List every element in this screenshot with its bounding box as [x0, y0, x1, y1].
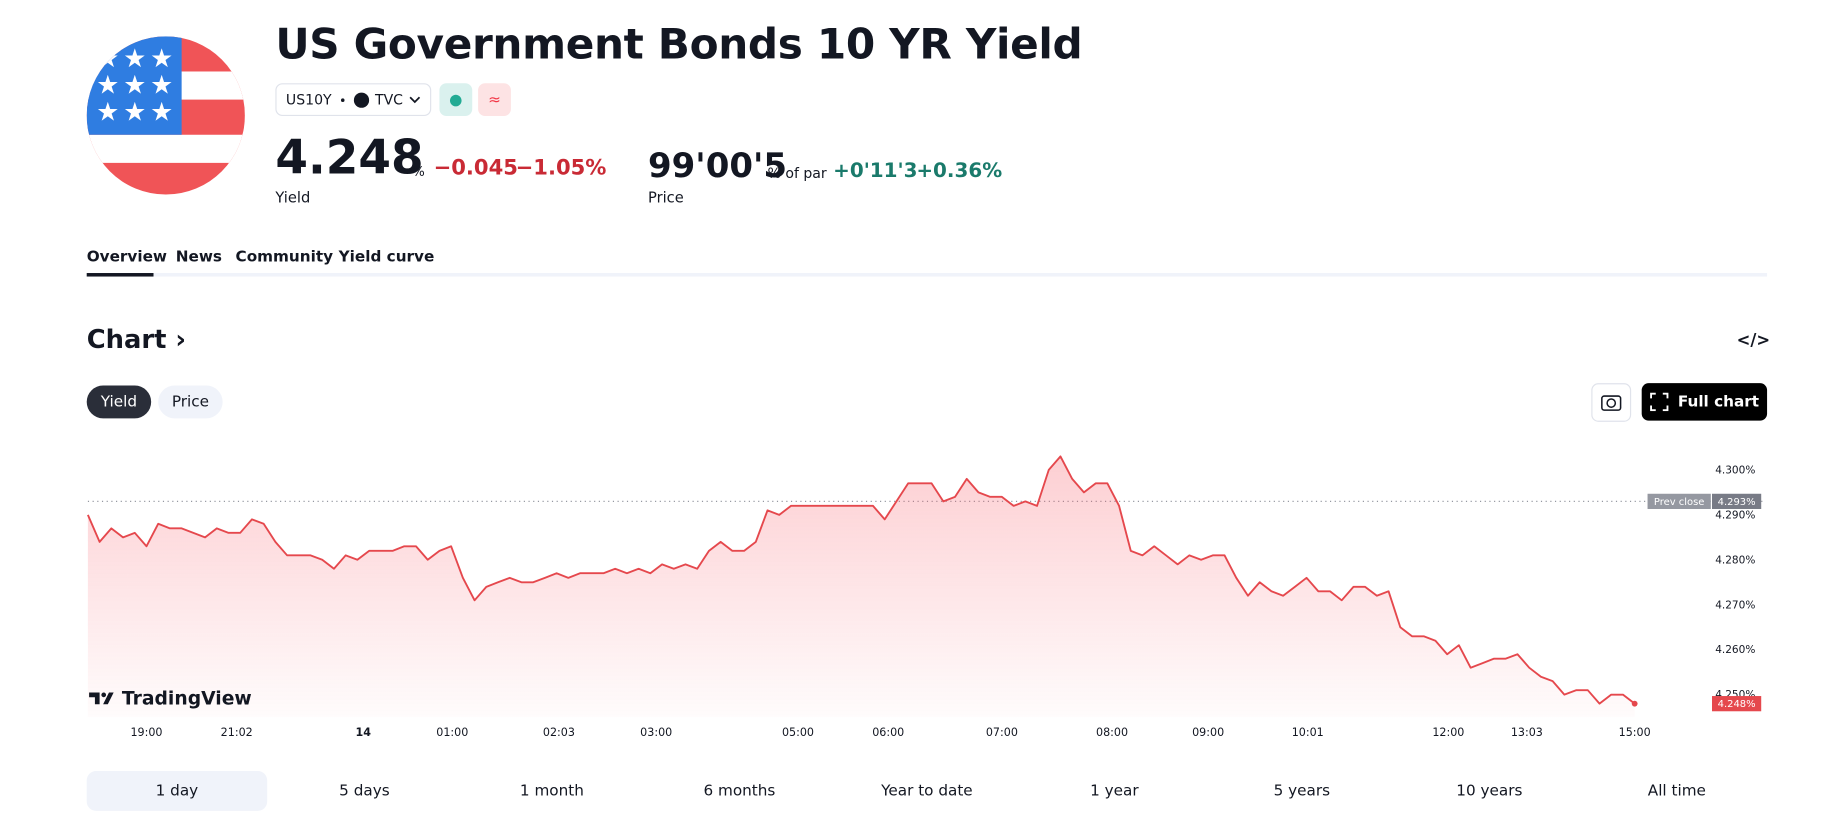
market-open-badge[interactable]: ●: [439, 83, 473, 117]
x-tick-label: 03:00: [640, 726, 672, 739]
chevron: [409, 96, 421, 104]
section-title-text: Chart: [86, 325, 167, 356]
x-tick-label: 01:00: [436, 726, 468, 739]
x-tick-label: 15:00: [1619, 726, 1651, 739]
price-value: 99'00'5: [648, 145, 788, 186]
price-change-pct: +0.36%: [916, 159, 1003, 183]
tab[interactable]: Community: [235, 248, 334, 266]
yield-change-pct: −1.05%: [515, 155, 607, 181]
flag-icon: ★ ★ ★ ★ ★ ★ ★ ★ ★: [86, 36, 245, 195]
x-tick-label: 05:00: [782, 726, 814, 739]
x-tick-label: 09:00: [1192, 726, 1224, 739]
x-tick-label: 19:00: [130, 726, 162, 739]
y-tick-label: 4.260%: [1715, 644, 1755, 656]
range-button[interactable]: Year to date: [881, 782, 973, 800]
full-chart-button[interactable]: Full chart: [1641, 383, 1768, 421]
toggle-yield[interactable]: Yield: [86, 385, 152, 419]
prev-close-value-tag: [1711, 493, 1762, 509]
svg-text:★: ★: [150, 44, 173, 74]
yield-value: 4.248: [275, 131, 424, 186]
range-button[interactable]: 10 years: [1456, 782, 1523, 800]
svg-text:★: ★: [150, 71, 173, 101]
last-value-tag: [1711, 696, 1762, 712]
line: [87, 455, 1636, 705]
x-tick-label: 07:00: [986, 726, 1018, 739]
range-button[interactable]: 6 months: [703, 782, 776, 800]
svg-text:★: ★: [123, 98, 146, 128]
y-tick-label: 4.270%: [1715, 599, 1755, 611]
range-button[interactable]: All time: [1647, 782, 1706, 800]
logo-icon: [89, 691, 114, 704]
x-tick-label: 02:03: [543, 726, 575, 739]
separator: [340, 97, 345, 102]
tab[interactable]: Yield curve: [338, 248, 435, 266]
camera-icon: [1601, 395, 1622, 411]
yield-change: −0.045: [433, 155, 518, 181]
exchange-icon: [353, 91, 370, 108]
snapshot-button[interactable]: [1591, 383, 1632, 422]
active-tab-indicator: [86, 273, 154, 277]
x-tick-label: 14: [356, 726, 372, 739]
range-button[interactable]: 1 month: [519, 782, 584, 800]
x-tick-label: 13:03: [1511, 726, 1543, 739]
tab[interactable]: Overview: [86, 248, 167, 266]
svg-text:★: ★: [96, 71, 119, 101]
chart: 4.300%4.290%4.280%4.270%4.260%4.250%19:0…: [87, 455, 1764, 739]
range-button[interactable]: 1 year: [1090, 782, 1139, 800]
x-tick-label: 10:01: [1292, 726, 1324, 739]
price-label: Price: [648, 188, 684, 207]
svg-text:★: ★: [123, 71, 146, 101]
svg-text:★: ★: [123, 44, 146, 74]
svg-text:★: ★: [150, 98, 173, 128]
tab[interactable]: News: [175, 248, 223, 266]
y-tick-label: 4.290%: [1715, 509, 1755, 521]
range-button[interactable]: 5 days: [339, 782, 390, 800]
embed-button[interactable]: </>: [1736, 331, 1771, 351]
symbol-selector[interactable]: US10Y TVC: [275, 83, 432, 117]
prev-close-name: Prev close: [1654, 497, 1705, 508]
full-chart-label: Full chart: [1677, 393, 1760, 411]
expand-icon: [1649, 392, 1669, 412]
delayed-badge[interactable]: ≈: [478, 83, 511, 117]
svg-text:★: ★: [96, 98, 119, 128]
yield-label: Yield: [275, 188, 311, 207]
svg-text:★: ★: [96, 44, 119, 74]
tradingview-logo: TradingView: [89, 687, 252, 709]
logo-text: TradingView: [121, 686, 252, 709]
last-point: [1631, 700, 1638, 707]
page-title: US Government Bonds 10 YR Yield: [275, 21, 1083, 70]
prev-close-value: 4.293%: [1718, 497, 1756, 508]
range-button[interactable]: 1 day: [86, 771, 268, 811]
x-tick-label: 08:00: [1096, 726, 1128, 739]
price-unit: % of par: [767, 165, 827, 182]
prev-close-tag: [1647, 493, 1711, 509]
last-value-label: 4.248%: [1718, 699, 1756, 710]
exchange: TVC: [374, 91, 404, 108]
symbol: US10Y: [285, 91, 332, 108]
tab-divider: [86, 273, 1768, 277]
yield-unit: %: [412, 164, 425, 180]
x-tick-label: 21:02: [221, 726, 253, 739]
x-tick-label: 12:00: [1432, 726, 1464, 739]
section-title[interactable]: Chart ›: [86, 325, 187, 356]
range-button[interactable]: 5 years: [1273, 782, 1331, 800]
price-change: +0'11'3: [833, 159, 918, 183]
area: [87, 456, 1635, 718]
y-tick-label: 4.280%: [1715, 554, 1755, 566]
x-tick-label: 06:00: [872, 726, 904, 739]
y-tick-label: 4.300%: [1715, 464, 1755, 476]
toggle-price[interactable]: Price: [158, 385, 223, 419]
